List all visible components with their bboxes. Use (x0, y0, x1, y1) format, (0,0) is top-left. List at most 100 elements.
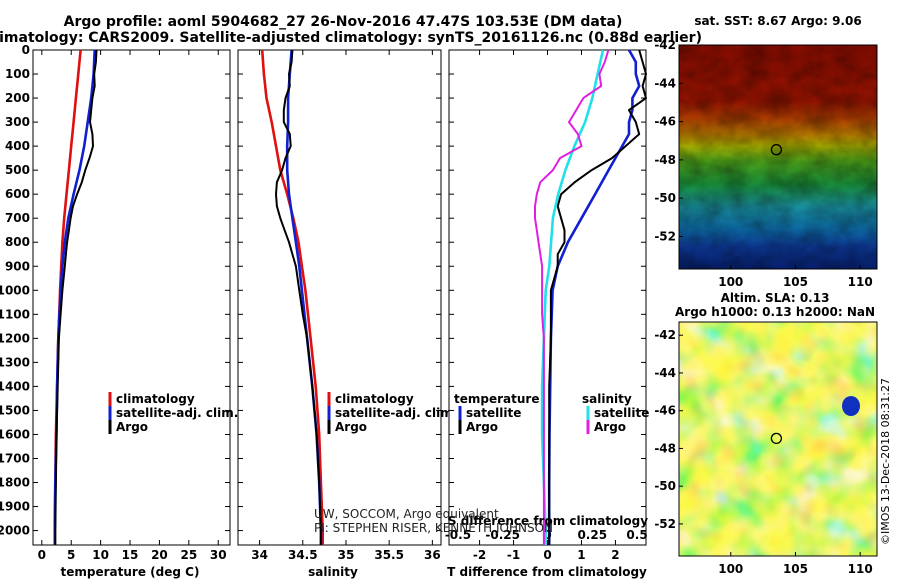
lat-tick-label: -46 (654, 404, 676, 418)
sst-map-panel: sat. SST: 8.67 Argo: 9.06 (654, 14, 878, 289)
series-line-argo (275, 49, 322, 545)
lon-tick-label: 105 (783, 275, 808, 289)
x-tick-label: 0 (543, 548, 551, 562)
sst-map-frame (678, 44, 878, 270)
depth-tick-label: 600 (5, 187, 30, 201)
depth-tick-label: 1200 (0, 331, 30, 345)
depth-tick-label: 1700 (0, 451, 30, 465)
s-x-tick-label: 0 (543, 528, 551, 542)
depth-tick-label: 0 (22, 43, 30, 57)
x-tick-label: 36 (424, 548, 441, 562)
salinity-panel: 34 34.5 35 35.5 36 salinity climatology sate… (237, 49, 457, 579)
legend-temperature-title: temperature (454, 392, 539, 406)
depth-tick-label: 1300 (0, 355, 30, 369)
lon-tick-label: 110 (848, 562, 873, 576)
legend-t-satellite: satellite (466, 406, 521, 420)
annotation-program: UW, SOCCOM, Argo equivalent (314, 507, 499, 521)
imos-credit: ©IMOS 13-Dec-2018 08:31:27 (879, 378, 892, 545)
figure-title-line2: Climatology: CARS2009. Satellite-adjuste… (0, 30, 702, 46)
figure-title-line1: Argo profile: aoml 5904682_27 26-Nov-201… (64, 14, 623, 30)
depth-tick-label: 1400 (0, 379, 30, 393)
lat-tick-label: -50 (654, 479, 676, 493)
s-x-tick-label: -0.25 (485, 528, 520, 542)
legend-argo: Argo (335, 420, 367, 434)
depth-tick-label: 900 (5, 259, 30, 273)
legend-climatology: climatology (335, 392, 414, 406)
depth-tick-label: 1500 (0, 403, 30, 417)
legend-climatology: climatology (116, 392, 195, 406)
sla-field (679, 322, 877, 556)
legend-t-argo: Argo (466, 420, 498, 434)
series-line-t-argo (548, 49, 647, 545)
legend-salinity-title: salinity (582, 392, 632, 406)
legend-argo: Argo (116, 420, 148, 434)
x-tick-label: 5 (67, 548, 75, 562)
series-line-argo (54, 49, 98, 545)
temperature-legend: climatology satellite-adj. clim. Argo (108, 392, 238, 434)
sst-map-image (679, 45, 877, 269)
series-line-s-satellite (540, 49, 605, 545)
lat-tick-label: -46 (654, 115, 676, 129)
sla-map-panel: Altim. SLA: 0.13 Argo h1000: 0.13 h2000:… (654, 291, 892, 576)
lon-tick-label: 100 (718, 275, 743, 289)
x-tick-label: 34.5 (288, 548, 318, 562)
x-tick-label: 25 (180, 548, 197, 562)
depth-tick-label: 100 (5, 67, 30, 81)
sst-texture (679, 45, 877, 269)
depth-tick-label: 1100 (0, 307, 30, 321)
difference-panel: -2 -1 0 1 2 -0.5 -0.25 0 0.25 0.5 T difference fr… (445, 49, 649, 579)
salinity-plot-frame (237, 49, 442, 546)
sla-map-title-line2: Argo h1000: 0.13 h2000: NaN (675, 305, 875, 319)
x-tick-label: 10 (92, 548, 109, 562)
depth-tick-label: 400 (5, 139, 30, 153)
depth-tick-label: 500 (5, 163, 30, 177)
legend-s-satellite: satellite (594, 406, 649, 420)
salinity-legend: climatology satellite-adj. clim. Argo (327, 392, 457, 434)
depth-tick-label: 1900 (0, 500, 30, 514)
depth-tick-label: 800 (5, 235, 30, 249)
sla-map-frame (678, 321, 878, 557)
x-tick-label: 2 (611, 548, 619, 562)
x-tick-label: 1 (577, 548, 585, 562)
annotation-pi: PI: STEPHEN RISER, KENNETH JOHNSON (314, 521, 553, 535)
depth-tick-label: 2000 (0, 524, 30, 538)
depth-tick-label: 1000 (0, 283, 30, 297)
depth-tick-label: 1600 (0, 427, 30, 441)
x-tick-label: 35.5 (374, 548, 404, 562)
series-line-climatology (260, 49, 325, 545)
legend-s-argo: Argo (594, 420, 626, 434)
s-x-tick-label: -0.5 (445, 528, 471, 542)
salinity-xlabel: salinity (308, 565, 358, 579)
sst-map-title: sat. SST: 8.67 Argo: 9.06 (694, 14, 861, 28)
s-x-tick-label: 0.25 (577, 528, 607, 542)
sla-map-image (679, 322, 877, 556)
temperature-xlabel: temperature (deg C) (61, 565, 200, 579)
t-difference-xlabel: T difference from climatology (447, 565, 647, 579)
lon-tick-label: 100 (718, 562, 743, 576)
depth-tick-label: 700 (5, 211, 30, 225)
lat-tick-label: -52 (654, 517, 676, 531)
sla-map-title-line1: Altim. SLA: 0.13 (721, 291, 830, 305)
temperature-plot-frame (32, 49, 231, 546)
sla-argo-location-marker (770, 432, 783, 445)
lon-tick-label: 105 (783, 562, 808, 576)
x-tick-label: 0 (38, 548, 46, 562)
lon-tick-label: 110 (848, 275, 873, 289)
lat-tick-label: -44 (654, 76, 676, 90)
lat-tick-label: -42 (654, 328, 676, 342)
x-tick-label: 35 (338, 548, 355, 562)
x-tick-label: -1 (507, 548, 520, 562)
lat-tick-label: -50 (654, 191, 676, 205)
series-line-s-argo (534, 49, 610, 545)
lat-tick-label: -48 (654, 441, 676, 455)
lat-tick-label: -48 (654, 153, 676, 167)
legend-satellite: satellite-adj. clim. (335, 406, 457, 420)
s-difference-xlabel: S difference from climatology (448, 514, 648, 528)
depth-tick-label: 300 (5, 115, 30, 129)
x-tick-label: 30 (210, 548, 227, 562)
x-tick-label: 34 (251, 548, 268, 562)
difference-plot-frame (448, 49, 647, 546)
depth-tick-label: 1800 (0, 476, 30, 490)
legend-satellite: satellite-adj. clim. (116, 406, 238, 420)
